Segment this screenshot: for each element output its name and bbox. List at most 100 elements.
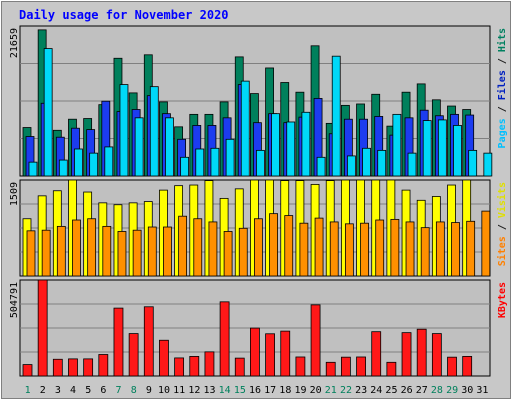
bar-sites-day-27 — [420, 227, 430, 277]
panel-visits-sites: 1509 Sites / Visits — [9, 179, 508, 277]
day-label-3: 3 — [55, 385, 61, 396]
bar-sites-day-10 — [163, 226, 172, 277]
bar-sites-day-3 — [56, 225, 66, 277]
bar-kbytes-day-2 — [37, 279, 48, 377]
bar-pages-day-31 — [483, 152, 493, 177]
day-label-29: 29 — [446, 385, 458, 396]
bar-pages-day-1 — [28, 161, 38, 177]
bar-pages-day-12 — [195, 148, 205, 177]
max-value-label: 1509 — [9, 182, 20, 206]
day-label-18: 18 — [279, 385, 291, 396]
bar-pages-day-21 — [331, 55, 341, 177]
bar-kbytes-day-7 — [113, 307, 124, 377]
bar-sites-day-6 — [102, 225, 112, 277]
bar-pages-day-19 — [301, 111, 311, 177]
bar-sites-day-15 — [238, 227, 248, 277]
day-label-27: 27 — [416, 385, 428, 396]
bar-kbytes-day-1 — [22, 364, 33, 377]
bar-pages-day-29 — [453, 125, 462, 177]
legend-part-4: Hits — [496, 28, 508, 52]
bar-pages-day-24 — [377, 149, 387, 177]
bar-kbytes-day-4 — [68, 358, 78, 377]
day-label-22: 22 — [340, 385, 352, 396]
day-label-9: 9 — [146, 385, 152, 396]
bar-sites-day-9 — [147, 226, 157, 277]
bar-sites-day-22 — [344, 223, 354, 277]
day-label-2: 2 — [40, 385, 46, 396]
bar-pages-day-25 — [392, 113, 402, 177]
bar-sites-day-1 — [26, 230, 36, 277]
bar-pages-day-2 — [43, 48, 53, 177]
chart-title: Daily usage for November 2020 — [19, 8, 229, 22]
bar-pages-day-6 — [104, 146, 114, 177]
bar-kbytes-day-17 — [265, 333, 275, 377]
bar-pages-day-23 — [362, 147, 371, 177]
day-label-4: 4 — [70, 385, 76, 396]
bar-pages-day-8 — [134, 117, 144, 177]
bar-kbytes-day-21 — [325, 361, 336, 377]
bar-sites-day-23 — [360, 222, 369, 277]
legend-part-0: KBytes — [497, 282, 508, 318]
day-label-1: 1 — [25, 385, 31, 396]
max-value-label: 504791 — [9, 282, 20, 318]
bar-sites-day-4 — [72, 219, 81, 277]
legend-part-2: Files — [496, 70, 508, 100]
legend-part-0: Pages — [497, 118, 508, 148]
day-label-6: 6 — [100, 385, 106, 396]
day-label-14: 14 — [219, 385, 231, 396]
bar-pages-day-27 — [422, 120, 432, 177]
bar-kbytes-day-8 — [128, 333, 139, 377]
bar-pages-day-26 — [407, 152, 417, 177]
bar-kbytes-day-19 — [295, 356, 306, 377]
bar-sites-day-2 — [41, 229, 51, 277]
chart-panels: 21659 Pages / Files / Hits 1509 Sites / Vis… — [9, 25, 508, 377]
bar-kbytes-day-28 — [431, 333, 442, 377]
bar-pages-day-3 — [58, 159, 68, 177]
bar-kbytes-day-13 — [204, 351, 215, 377]
day-label-16: 16 — [249, 385, 261, 396]
bar-kbytes-day-23 — [356, 356, 366, 377]
day-label-5: 5 — [85, 385, 91, 396]
bar-pages-day-28 — [437, 119, 447, 177]
bar-sites-day-20 — [314, 217, 324, 277]
legend-part-0: Sites — [496, 236, 508, 266]
bar-sites-day-17 — [269, 213, 278, 277]
bar-kbytes-day-15 — [234, 357, 245, 377]
bar-kbytes-day-11 — [174, 357, 185, 377]
bar-sites-day-18 — [284, 215, 294, 277]
bar-kbytes-day-30 — [462, 356, 473, 377]
bar-pages-day-5 — [89, 152, 99, 177]
bar-pages-day-4 — [74, 148, 83, 177]
legend-part-1: / — [497, 100, 508, 118]
bar-pages-day-22 — [346, 155, 356, 177]
day-label-28: 28 — [431, 385, 443, 396]
legend-part-1: / — [497, 218, 508, 236]
day-label-30: 30 — [461, 385, 473, 396]
bar-kbytes-day-27 — [416, 328, 427, 377]
day-label-10: 10 — [158, 385, 170, 396]
bar-sites-day-28 — [435, 221, 445, 277]
day-label-7: 7 — [116, 385, 122, 396]
day-label-24: 24 — [370, 385, 382, 396]
day-label-13: 13 — [203, 385, 215, 396]
bar-pages-day-11 — [180, 156, 190, 177]
bar-pages-day-17 — [271, 113, 280, 177]
bar-kbytes-day-29 — [447, 356, 457, 377]
panel-hits-files-pages: 21659 Pages / Files / Hits — [9, 25, 508, 177]
bar-kbytes-day-5 — [83, 358, 94, 377]
bar-pages-day-10 — [165, 117, 174, 177]
legend-part-3: / — [497, 52, 508, 70]
day-label-19: 19 — [294, 385, 306, 396]
bar-sites-day-16 — [254, 218, 263, 277]
bar-kbytes-day-14 — [219, 301, 230, 377]
bar-sites-day-13 — [208, 221, 218, 277]
bar-pages-day-20 — [316, 156, 326, 177]
bar-pages-day-14 — [225, 138, 235, 177]
bar-kbytes-day-22 — [340, 356, 351, 377]
bar-pages-day-16 — [256, 149, 265, 177]
bar-kbytes-day-12 — [189, 356, 200, 377]
day-label-26: 26 — [401, 385, 413, 396]
bar-kbytes-day-16 — [250, 327, 260, 377]
max-value-label: 21659 — [9, 28, 20, 58]
